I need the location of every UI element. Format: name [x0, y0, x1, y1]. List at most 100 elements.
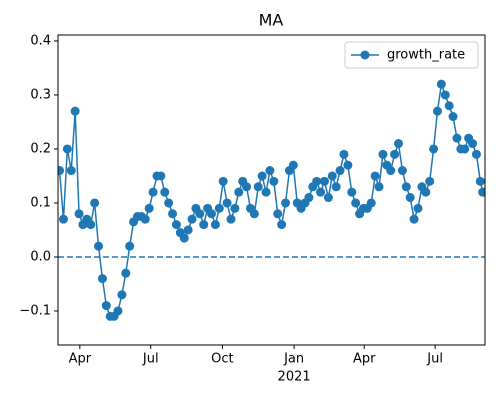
marker	[378, 149, 388, 159]
marker	[327, 171, 337, 181]
marker	[226, 214, 236, 224]
marker	[273, 209, 283, 219]
marker	[90, 198, 100, 208]
marker	[370, 171, 380, 181]
marker	[218, 176, 228, 186]
marker	[113, 306, 123, 316]
x-tick-label: Apr	[69, 352, 92, 367]
y-tick-label: 0.0	[30, 249, 51, 264]
y-tick-label: 0.2	[30, 141, 51, 156]
marker	[390, 149, 400, 159]
marker	[452, 133, 462, 143]
marker	[394, 139, 404, 149]
marker	[351, 198, 361, 208]
marker	[101, 301, 111, 311]
marker	[156, 171, 166, 181]
marker	[144, 203, 154, 213]
marker	[475, 176, 485, 186]
marker	[440, 90, 450, 100]
marker	[249, 209, 259, 219]
marker	[312, 176, 322, 186]
marker	[171, 220, 181, 230]
marker	[222, 198, 232, 208]
legend-box	[344, 41, 479, 69]
marker	[421, 187, 431, 197]
marker	[401, 182, 411, 192]
y-tick-label: 0.3	[30, 87, 51, 102]
marker	[121, 268, 131, 278]
marker	[97, 274, 107, 284]
marker	[288, 160, 298, 170]
marker	[323, 193, 333, 203]
marker	[117, 290, 127, 300]
marker	[425, 176, 435, 186]
marker	[448, 112, 458, 122]
marker	[199, 220, 209, 230]
marker	[409, 214, 419, 224]
marker	[471, 149, 481, 159]
marker	[347, 187, 357, 197]
marker	[257, 171, 267, 181]
marker	[148, 187, 158, 197]
marker	[366, 198, 376, 208]
marker	[195, 209, 205, 219]
chart-title: MA	[259, 11, 284, 30]
x-tick-label: Apr	[353, 352, 376, 367]
marker	[331, 182, 341, 192]
marker	[339, 149, 349, 159]
marker	[70, 106, 80, 116]
marker	[168, 209, 178, 219]
marker	[281, 198, 291, 208]
marker	[164, 198, 174, 208]
marker	[242, 182, 252, 192]
y-tick-label: −0.1	[19, 303, 51, 318]
marker	[304, 193, 314, 203]
legend-label: growth_rate	[387, 48, 465, 63]
marker	[140, 214, 150, 224]
x-tick-label: Oct	[211, 352, 233, 367]
marker	[74, 209, 84, 219]
marker	[234, 187, 244, 197]
marker	[444, 101, 454, 111]
marker	[429, 144, 439, 154]
marker	[230, 203, 240, 213]
marker	[343, 160, 353, 170]
marker	[179, 233, 189, 243]
x-tick-label: Jul	[426, 352, 443, 367]
y-tick-label: 0.4	[30, 33, 51, 48]
marker	[335, 166, 345, 176]
marker	[265, 166, 275, 176]
marker	[62, 144, 72, 154]
x-year-label: 2021	[278, 370, 311, 385]
marker	[478, 187, 485, 197]
marker	[316, 187, 326, 197]
x-tick-label: Jul	[142, 352, 159, 367]
marker	[413, 203, 423, 213]
marker	[432, 106, 442, 116]
marker	[214, 203, 224, 213]
marker	[253, 182, 263, 192]
marker	[261, 187, 271, 197]
marker	[460, 144, 470, 154]
marker	[187, 214, 197, 224]
marker	[94, 241, 104, 251]
marker	[207, 209, 217, 219]
marker	[319, 176, 329, 186]
marker	[183, 225, 193, 235]
legend-marker	[360, 50, 370, 60]
marker	[386, 166, 396, 176]
marker	[269, 176, 279, 186]
marker	[397, 166, 407, 176]
marker	[405, 193, 415, 203]
marker	[66, 166, 76, 176]
marker	[86, 220, 96, 230]
plot-frame	[57, 34, 486, 346]
marker	[468, 139, 478, 149]
marker	[58, 214, 68, 224]
marker	[277, 220, 287, 230]
marker	[125, 241, 135, 251]
x-tick-label: Jan	[283, 352, 304, 367]
marker	[58, 166, 65, 176]
